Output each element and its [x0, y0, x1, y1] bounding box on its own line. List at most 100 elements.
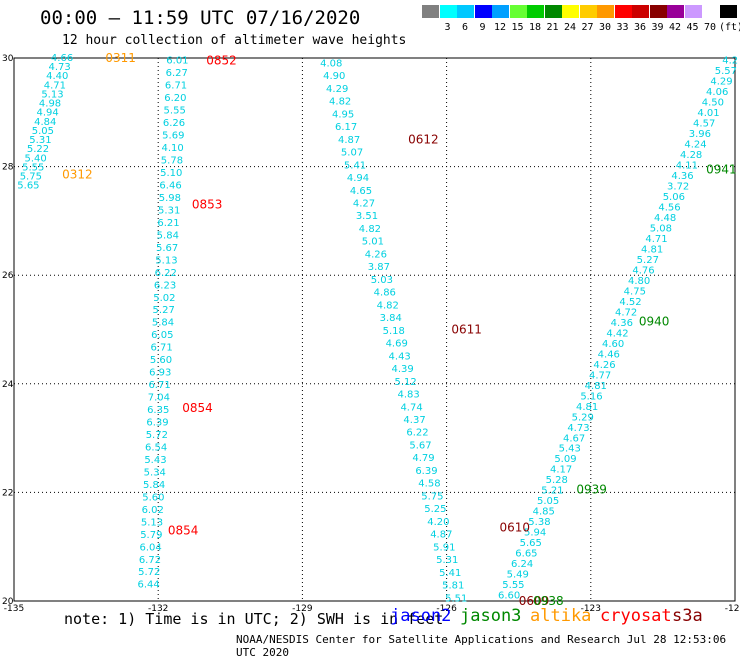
swh-value: 4.17	[550, 465, 572, 476]
swh-value: 5.13	[41, 89, 63, 100]
swh-value: 4.65	[350, 186, 372, 197]
swh-value: 4.50	[702, 98, 724, 109]
swh-value: 5.28	[546, 475, 568, 486]
swh-value: 4.71	[44, 80, 66, 91]
swh-value: 4.43	[389, 351, 411, 362]
swh-value: 4.94	[37, 108, 59, 119]
swh-value: 5.38	[528, 517, 550, 528]
swh-value: 5.55	[22, 162, 44, 173]
swh-value: 4.11	[676, 161, 698, 172]
swh-value: 4.80	[628, 276, 650, 287]
swh-value: 4.83	[397, 390, 419, 401]
swh-value: 4.98	[39, 99, 61, 110]
swh-value: 6.23	[154, 280, 176, 291]
swh-value: 5.08	[650, 224, 672, 235]
swh-value: 4.56	[658, 203, 680, 214]
swh-value: 6.21	[157, 218, 179, 229]
swh-value: 4.87	[430, 530, 452, 541]
legend-label: 21	[546, 22, 559, 33]
swh-value: 3.96	[689, 129, 711, 140]
latitude-tick-label: 26	[2, 271, 14, 281]
swh-value: 6.22	[406, 428, 428, 439]
legend-label: 70	[703, 22, 717, 33]
swh-value: 5.29	[572, 412, 594, 423]
legend-unit: (ft)	[719, 22, 740, 33]
units-note: note: 1) Time is in UTC; 2) SWH is in fe…	[64, 610, 444, 628]
swh-value: 4.82	[329, 97, 351, 108]
swh-value: 5.31	[158, 205, 180, 216]
swh-value: 5.81	[442, 581, 464, 592]
footer-credit: NOAA/NESDIS Center for Satellite Applica…	[236, 633, 727, 659]
map-frame	[13, 57, 736, 602]
pass-time-label: 0854	[168, 523, 199, 537]
legend-label: 30	[598, 22, 612, 33]
legend-label: 15	[511, 22, 524, 33]
pass-time-label: 0609	[519, 594, 550, 608]
swh-value: 4.73	[567, 423, 589, 434]
swh-value: 5.43	[144, 455, 166, 466]
swh-value: 5.55	[502, 580, 524, 591]
swh-value: 4.66	[51, 53, 73, 64]
swh-value: 4.37	[403, 415, 425, 426]
satellite-name: s3a	[672, 606, 703, 626]
swh-value: 5.12	[394, 377, 416, 388]
pass-time-label: 0853	[192, 198, 223, 212]
swh-value: 5.13	[155, 255, 177, 266]
legend-label: 3	[444, 22, 451, 33]
longitude-tick-label: -126	[436, 604, 457, 614]
pass-time-label: 0938	[533, 594, 564, 608]
latitude-tick-label: 20	[2, 597, 14, 607]
swh-value: 5.94	[524, 528, 546, 539]
longitude-tick-label: -132	[148, 604, 168, 614]
legend-label: 45	[686, 22, 699, 33]
swh-value: 6.01	[166, 56, 188, 67]
swh-value: 4.69	[386, 339, 408, 350]
pass-time-label: 0940	[639, 314, 670, 328]
longitude-tick-label: -123	[581, 604, 601, 614]
swh-value: 4.82	[377, 300, 399, 311]
swh-value: 4.95	[332, 109, 354, 120]
pass-time-label: 0941	[706, 162, 737, 176]
swh-value: 4.79	[412, 453, 434, 464]
longitude-tick-label: -120	[725, 604, 740, 614]
swh-value: 6.39	[415, 466, 437, 477]
swh-value: 4.74	[400, 402, 422, 413]
swh-value: 5.72	[146, 430, 168, 441]
swh-value: 4.24	[684, 140, 706, 151]
swh-value: 5.72	[138, 567, 160, 578]
swh-value: 6.04	[140, 542, 162, 553]
swh-value: 6.72	[139, 555, 161, 566]
swh-value: 5.75	[421, 491, 443, 502]
swh-value: 5.27	[637, 255, 659, 266]
swh-value: 6.26	[163, 118, 185, 129]
swh-value: 4.72	[615, 307, 637, 318]
legend-label: 27	[581, 22, 594, 33]
swh-value: 4.87	[338, 135, 360, 146]
swh-value: 6.39	[146, 418, 168, 429]
satellite-name: jason2	[390, 606, 452, 626]
pass-time-label: 0854	[182, 401, 213, 415]
swh-value: 6.71	[151, 343, 173, 354]
swh-value: 6.54	[145, 442, 167, 453]
pass-time-label: 0939	[576, 483, 607, 497]
map-subtitle: 12 hour collection of altimeter wave hei…	[62, 33, 407, 48]
swh-value: 5.84	[157, 230, 179, 241]
legend-label: 42	[668, 22, 682, 33]
swh-value: 5.69	[162, 131, 184, 142]
legend-label: 9	[479, 22, 486, 33]
swh-value: 6.60	[498, 591, 520, 602]
swh-value: 4.06	[706, 87, 728, 98]
swh-value: 5.31	[29, 135, 51, 146]
swh-value: 4.75	[624, 286, 646, 297]
swh-value: 4.71	[645, 234, 667, 245]
legend-swatch	[719, 5, 738, 18]
swh-value: 4.10	[161, 143, 183, 154]
swh-value: 5.84	[143, 480, 165, 491]
satellite-name: jason3	[460, 606, 522, 626]
latitude-tick-label: 22	[2, 488, 13, 498]
swh-value: 4.85	[533, 507, 555, 518]
swh-value: 5.78	[161, 156, 183, 167]
satellite-name: cryosat	[600, 606, 672, 626]
swh-value: 5.60	[142, 492, 164, 503]
swh-value: 4.29	[710, 77, 732, 88]
